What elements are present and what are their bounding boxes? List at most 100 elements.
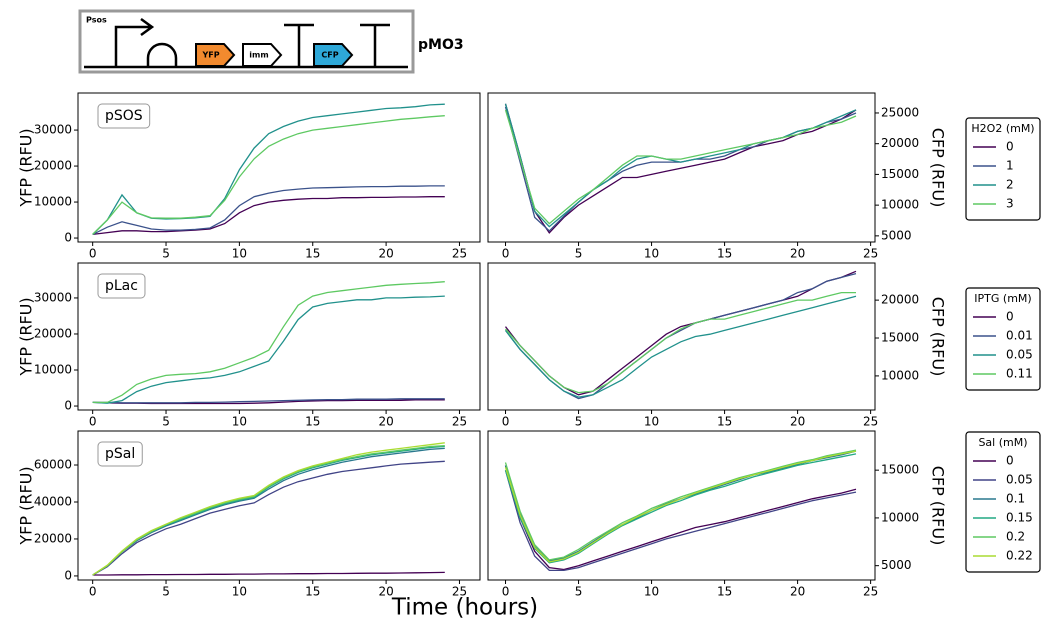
legend-label: 0.05 xyxy=(1006,473,1033,487)
y-tick-label: 10000 xyxy=(881,198,919,212)
data-line xyxy=(92,196,445,236)
data-line xyxy=(92,442,445,576)
y-tick-label: 0 xyxy=(64,568,72,582)
panel-label-box xyxy=(97,441,143,467)
axes-frame xyxy=(77,262,481,411)
data-line xyxy=(504,272,857,400)
axes-frame xyxy=(487,262,876,411)
x-tick-label: 0 xyxy=(89,247,97,261)
x-tick-label: 10 xyxy=(644,247,659,261)
plot-area xyxy=(92,281,445,405)
x-tick-label: 5 xyxy=(162,247,170,261)
y-tick-label: 20000 xyxy=(34,159,72,173)
x-tick-label: 25 xyxy=(863,585,878,599)
data-line xyxy=(92,399,445,405)
imm-gene xyxy=(242,43,283,67)
x-tick-label: 20 xyxy=(378,415,393,429)
data-line xyxy=(92,460,445,576)
rbs xyxy=(146,42,178,67)
data-line xyxy=(92,447,445,576)
axes-frame xyxy=(487,92,876,243)
x-tick-label: 15 xyxy=(305,247,320,261)
data-line xyxy=(504,449,857,561)
plot-area xyxy=(504,103,857,234)
promoter-label: Psos xyxy=(86,16,107,25)
x-tick-label: 15 xyxy=(717,247,732,261)
x-tick-label: 0 xyxy=(502,415,510,429)
y-tick-label: 40000 xyxy=(34,494,72,508)
y-tick-label: 0 xyxy=(64,399,72,413)
y-tick-label: 20000 xyxy=(34,326,72,340)
y-axis-label: CFP (RFU) xyxy=(929,466,948,546)
y-tick-label: 5000 xyxy=(881,228,912,242)
legend-label: 1 xyxy=(1006,159,1014,173)
legend-label: 0.05 xyxy=(1006,348,1033,362)
y-tick-label: 15000 xyxy=(881,331,919,345)
legend-box xyxy=(965,287,1041,391)
data-line xyxy=(504,270,857,396)
data-line xyxy=(504,295,857,398)
legend-box xyxy=(965,117,1041,221)
x-tick-label: 20 xyxy=(378,247,393,261)
y-tick-label: 30000 xyxy=(34,123,72,137)
data-line xyxy=(504,103,857,234)
data-line xyxy=(504,453,857,564)
panel-label-box xyxy=(97,103,151,129)
x-tick-label: 5 xyxy=(575,415,583,429)
promoter-arrow xyxy=(114,17,155,67)
legend-label: 0.22 xyxy=(1006,549,1033,563)
y-axis-label: YFP (RFU) xyxy=(17,297,36,376)
panel-label: pSOS xyxy=(105,108,143,124)
x-tick-label: 25 xyxy=(863,415,878,429)
x-tick-label: 25 xyxy=(452,415,467,429)
legend-label: 3 xyxy=(1006,197,1014,211)
y-tick-label: 20000 xyxy=(881,293,919,307)
y-tick-label: 10000 xyxy=(881,510,919,524)
axes-frame xyxy=(77,92,481,243)
x-tick-label: 20 xyxy=(790,415,805,429)
gene-label: YFP xyxy=(201,51,219,60)
y-axis-label: YFP (RFU) xyxy=(17,466,36,545)
plot-area xyxy=(92,442,445,576)
data-line xyxy=(92,295,445,404)
legend-title: H2O2 (mM) xyxy=(971,122,1034,135)
x-tick-label: 5 xyxy=(162,415,170,429)
y-tick-label: 60000 xyxy=(34,458,72,472)
y-tick-label: 20000 xyxy=(881,136,919,150)
x-tick-label: 10 xyxy=(232,585,247,599)
data-line xyxy=(504,450,857,563)
data-line xyxy=(505,291,856,394)
data-line xyxy=(504,450,857,562)
x-tick-label: 25 xyxy=(452,247,467,261)
plot-area xyxy=(504,270,857,400)
data-line xyxy=(504,470,857,572)
x-tick-label: 0 xyxy=(502,247,510,261)
construct-diagram: Psos YFP imm CFP xyxy=(78,9,415,74)
y-tick-label: 10000 xyxy=(881,368,919,382)
legend-label: 0.11 xyxy=(1006,367,1033,381)
legend-label: 0.1 xyxy=(1006,492,1025,506)
y-tick-label: 0 xyxy=(64,231,72,245)
data-line xyxy=(504,465,857,571)
x-tick-label: 15 xyxy=(717,415,732,429)
panel-label: pSal xyxy=(105,446,135,462)
x-tick-label: 15 xyxy=(305,415,320,429)
panel-label: pLac xyxy=(105,278,138,294)
gene-label: CFP xyxy=(321,51,338,60)
y-tick-label: 15000 xyxy=(881,463,919,477)
y-tick-label: 25000 xyxy=(881,105,919,119)
data-line xyxy=(92,444,445,576)
x-axis-label: Time (hours) xyxy=(391,595,538,621)
y-tick-label: 30000 xyxy=(34,290,72,304)
legend-title: IPTG (mM) xyxy=(974,292,1031,305)
x-tick-label: 25 xyxy=(452,585,467,599)
data-line xyxy=(92,571,445,576)
x-tick-label: 5 xyxy=(162,585,170,599)
terminator xyxy=(360,23,390,67)
x-tick-label: 5 xyxy=(575,247,583,261)
plasmid-label: pMO3 xyxy=(418,37,464,53)
legend-label: 0.15 xyxy=(1006,511,1033,525)
x-tick-label: 0 xyxy=(89,585,97,599)
terminator xyxy=(284,23,314,67)
x-tick-label: 20 xyxy=(790,247,805,261)
